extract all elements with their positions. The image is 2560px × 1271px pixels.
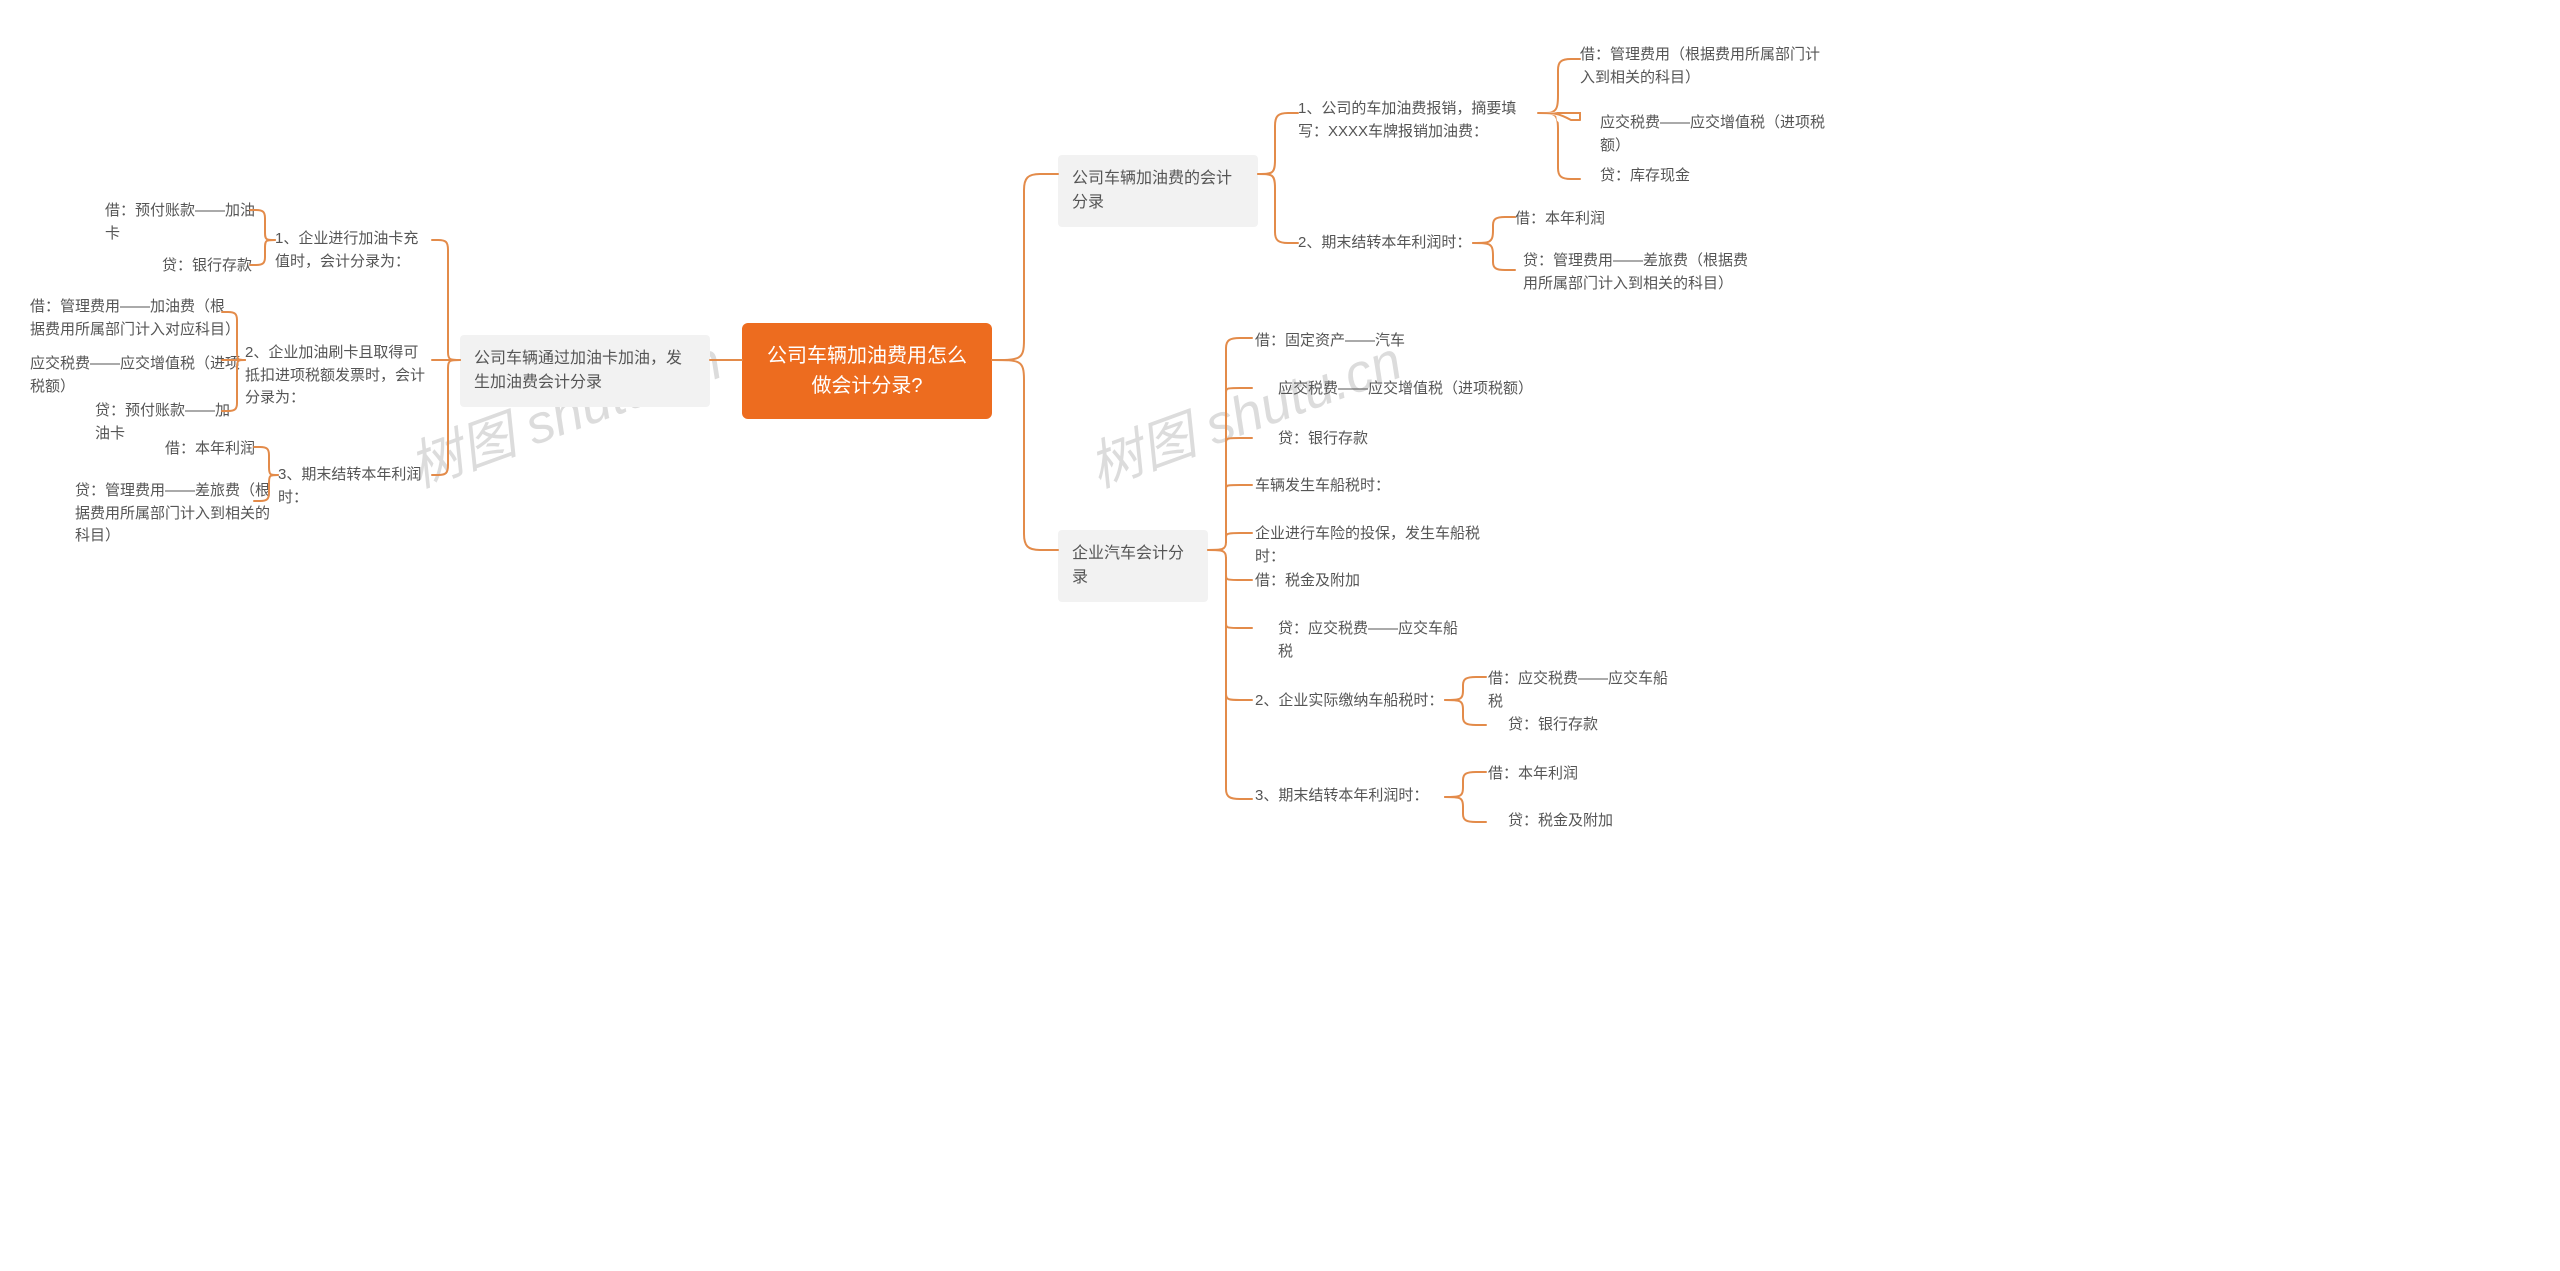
left-branch-title: 公司车辆通过加油卡加油，发生加油费会计分录 bbox=[460, 335, 710, 407]
right1-n2-c1: 借：本年利润 bbox=[1515, 208, 1620, 231]
right2-c7: 贷：应交税费——应交车船税 bbox=[1278, 618, 1468, 663]
right1-n1-c2: 应交税费——应交增值税（进项税额） bbox=[1600, 112, 1840, 157]
right2-c6: 借：税金及附加 bbox=[1255, 570, 1375, 593]
right2-n3-c1: 借：本年利润 bbox=[1488, 763, 1598, 786]
left-n1-c1: 借：预付账款——加油卡 bbox=[105, 200, 265, 245]
right2-n3: 3、期末结转本年利润时： bbox=[1255, 785, 1445, 808]
right1-n2: 2、期末结转本年利润时： bbox=[1298, 232, 1473, 255]
right1-n1: 1、公司的车加油费报销，摘要填写：XXXX车牌报销加油费： bbox=[1298, 98, 1538, 143]
left-n3: 3、期末结转本年利润时： bbox=[278, 464, 433, 509]
right1-n2-c2: 贷：管理费用——差旅费（根据费用所属部门计入到相关的科目） bbox=[1523, 250, 1748, 295]
left-n1: 1、企业进行加油卡充值时，会计分录为： bbox=[275, 228, 430, 273]
left-n3-c1: 借：本年利润 bbox=[165, 438, 265, 461]
left-n2-c1: 借：管理费用——加油费（根据费用所属部门计入对应科目） bbox=[30, 296, 235, 341]
left-n3-c2: 贷：管理费用——差旅费（根据费用所属部门计入到相关的科目） bbox=[75, 480, 270, 548]
right1-n1-c1: 借：管理费用（根据费用所属部门计入到相关的科目） bbox=[1580, 44, 1825, 89]
right2-c1: 借：固定资产——汽车 bbox=[1255, 330, 1415, 353]
right2-branch-title: 企业汽车会计分录 bbox=[1058, 530, 1208, 602]
right2-c3: 贷：银行存款 bbox=[1278, 428, 1388, 451]
left-n1-c2: 贷：银行存款 bbox=[162, 255, 267, 278]
right2-n3-c2: 贷：税金及附加 bbox=[1508, 810, 1628, 833]
right2-n2-c1: 借：应交税费——应交车船税 bbox=[1488, 668, 1678, 713]
right1-branch-title: 公司车辆加油费的会计分录 bbox=[1058, 155, 1258, 227]
root-node: 公司车辆加油费用怎么做会计分录? bbox=[742, 323, 992, 419]
right2-n2-c2: 贷：银行存款 bbox=[1508, 714, 1618, 737]
left-n2: 2、企业加油刷卡且取得可抵扣进项税额发票时，会计分录为： bbox=[245, 342, 430, 410]
left-n2-c2: 应交税费——应交增值税（进项税额） bbox=[30, 353, 240, 398]
right2-c5: 企业进行车险的投保，发生车船税时： bbox=[1255, 523, 1485, 568]
right2-c4: 车辆发生车船税时： bbox=[1255, 475, 1395, 498]
right2-c2: 应交税费——应交增值税（进项税额） bbox=[1278, 378, 1528, 401]
right1-n1-c3: 贷：库存现金 bbox=[1600, 165, 1710, 188]
right2-n2: 2、企业实际缴纳车船税时： bbox=[1255, 690, 1445, 713]
